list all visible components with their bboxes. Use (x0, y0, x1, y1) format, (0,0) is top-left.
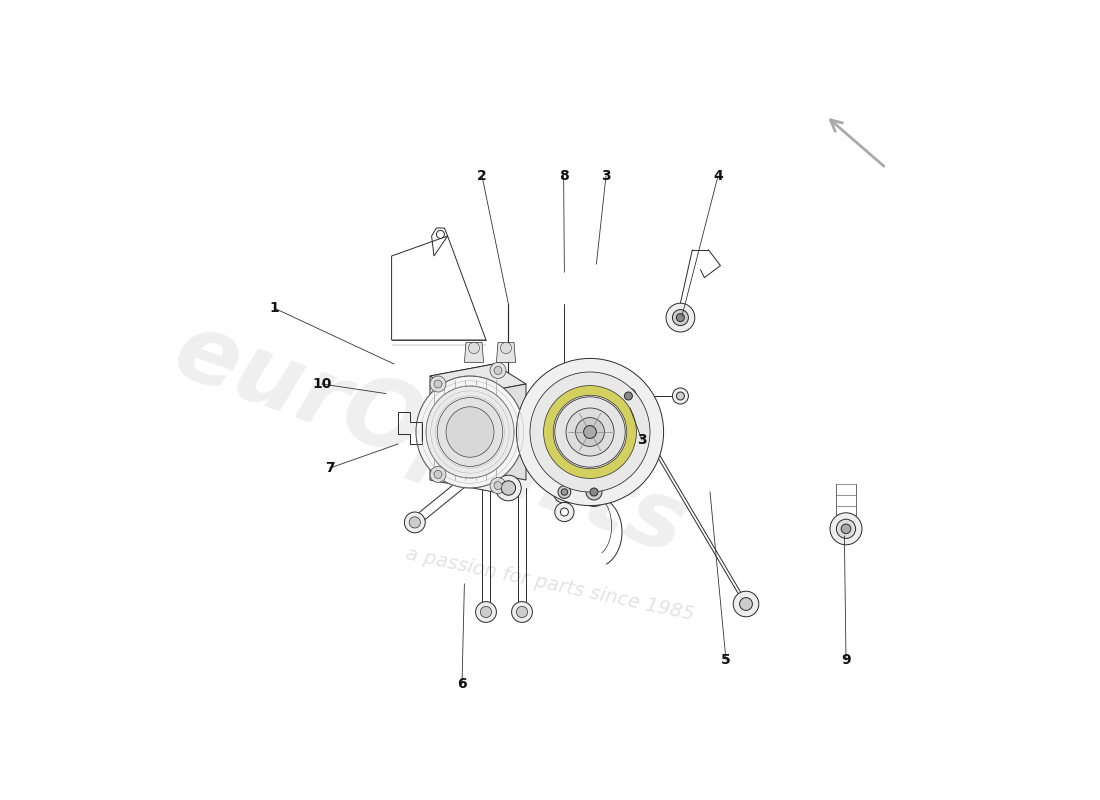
Text: 3: 3 (602, 169, 610, 183)
Circle shape (490, 478, 506, 494)
Text: a passion for parts since 1985: a passion for parts since 1985 (404, 544, 696, 624)
Circle shape (560, 508, 569, 516)
Circle shape (734, 591, 759, 617)
Circle shape (620, 388, 637, 404)
Polygon shape (430, 396, 462, 444)
Circle shape (672, 388, 689, 404)
Circle shape (590, 488, 598, 496)
Circle shape (586, 484, 602, 500)
Circle shape (676, 392, 684, 400)
Circle shape (625, 392, 632, 400)
Ellipse shape (426, 386, 514, 478)
Circle shape (830, 513, 862, 545)
Circle shape (558, 486, 571, 498)
Circle shape (469, 342, 480, 354)
Polygon shape (462, 384, 526, 480)
Circle shape (405, 512, 426, 533)
Circle shape (575, 418, 604, 446)
Polygon shape (464, 342, 484, 362)
Circle shape (666, 303, 695, 332)
Circle shape (554, 502, 574, 522)
Circle shape (490, 362, 506, 378)
Circle shape (676, 314, 684, 322)
Circle shape (494, 366, 502, 374)
Circle shape (739, 598, 752, 610)
Text: 10: 10 (312, 377, 332, 391)
Circle shape (836, 519, 856, 538)
Text: 6: 6 (458, 677, 466, 691)
Circle shape (553, 481, 575, 503)
Circle shape (566, 408, 614, 456)
Circle shape (561, 489, 568, 495)
Circle shape (494, 482, 502, 490)
Circle shape (434, 470, 442, 478)
Circle shape (502, 481, 516, 495)
Circle shape (614, 382, 642, 410)
Polygon shape (496, 342, 516, 362)
Circle shape (481, 606, 492, 618)
Circle shape (475, 602, 496, 622)
Circle shape (496, 475, 521, 501)
Circle shape (434, 380, 442, 388)
Circle shape (530, 372, 650, 492)
Circle shape (842, 524, 850, 534)
Circle shape (430, 466, 446, 482)
Circle shape (584, 426, 596, 438)
Text: 4: 4 (713, 169, 723, 183)
Circle shape (516, 358, 663, 506)
Circle shape (512, 602, 532, 622)
Text: 9: 9 (842, 653, 850, 667)
Circle shape (516, 606, 528, 618)
Ellipse shape (416, 376, 524, 488)
Text: 8: 8 (559, 169, 569, 183)
Ellipse shape (446, 406, 494, 457)
Text: 2: 2 (477, 169, 487, 183)
Text: 1: 1 (270, 301, 279, 315)
Circle shape (437, 230, 444, 238)
Polygon shape (392, 236, 486, 340)
Text: 7: 7 (326, 461, 334, 475)
Ellipse shape (437, 398, 503, 466)
Circle shape (430, 376, 446, 392)
Circle shape (580, 478, 608, 506)
Circle shape (500, 342, 512, 354)
Circle shape (409, 517, 420, 528)
Polygon shape (430, 364, 526, 396)
Text: 5: 5 (722, 653, 730, 667)
Circle shape (554, 397, 625, 467)
Text: eurOparts: eurOparts (162, 305, 698, 575)
Polygon shape (430, 364, 494, 492)
Text: 3: 3 (637, 433, 647, 447)
Circle shape (672, 310, 689, 326)
